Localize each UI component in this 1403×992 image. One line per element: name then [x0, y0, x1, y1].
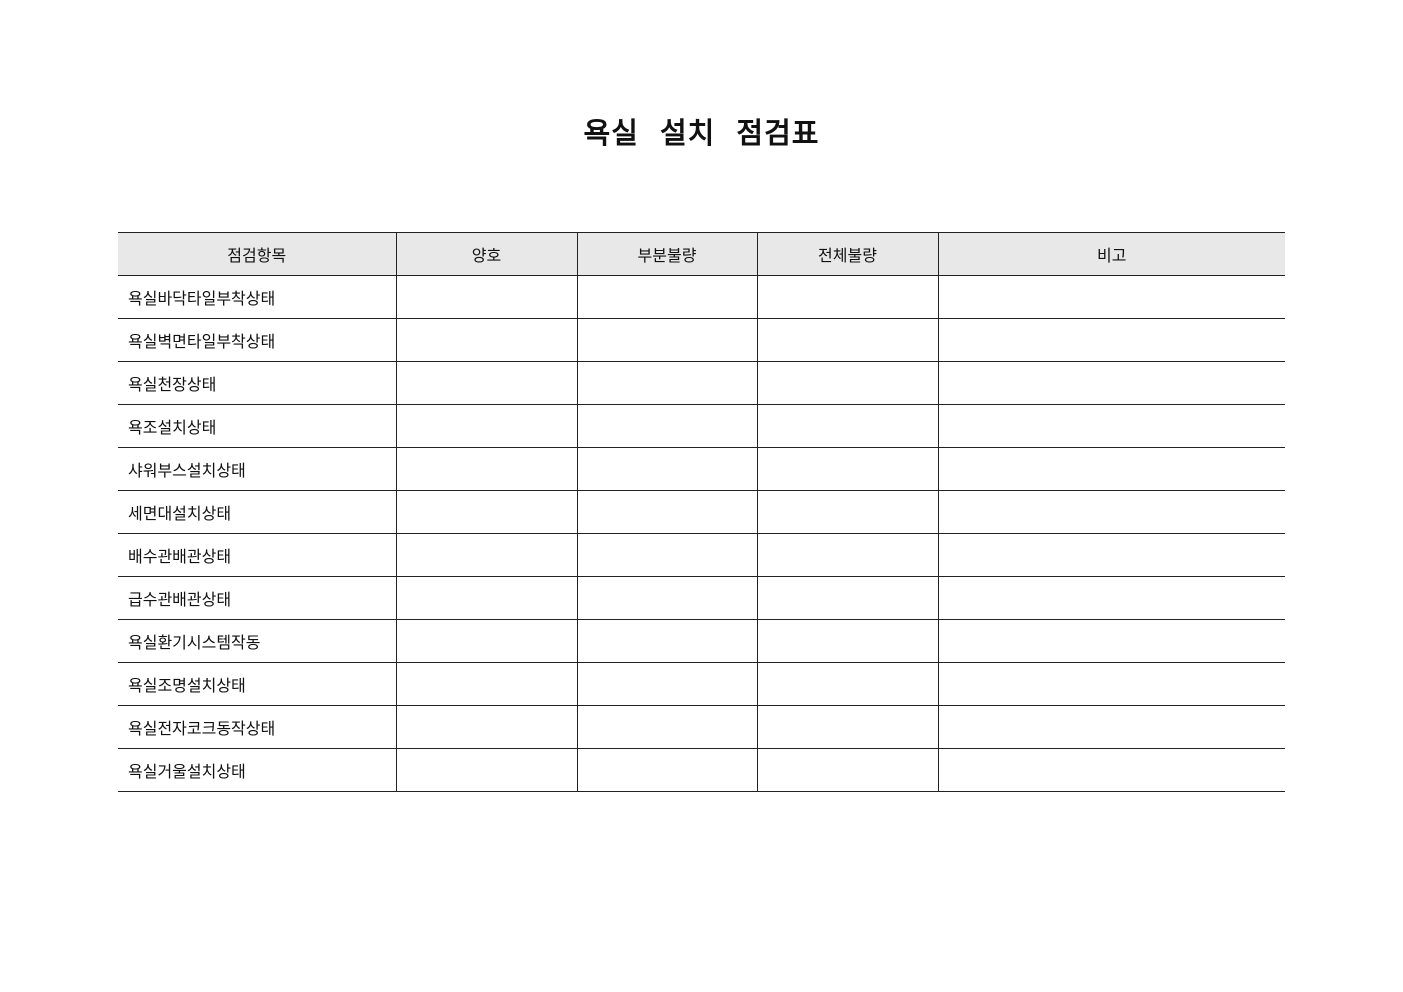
total-defect-cell[interactable]: [756, 275, 938, 319]
total-defect-cell[interactable]: [756, 404, 938, 448]
header-item: 점검항목: [118, 232, 396, 276]
remarks-cell[interactable]: [937, 490, 1285, 534]
inspection-table: 점검항목 양호 부분불량 전체불량 비고 욕실바닥타일부착상태 욕실벽면타일부착상…: [118, 232, 1285, 792]
total-defect-cell[interactable]: [756, 748, 938, 792]
inspection-item: 배수관배관상태: [118, 533, 396, 577]
remarks-cell[interactable]: [937, 447, 1285, 491]
table-row: 욕실거울설치상태: [118, 748, 1285, 792]
total-defect-cell[interactable]: [756, 576, 938, 620]
table-row: 배수관배관상태: [118, 533, 1285, 577]
total-defect-cell[interactable]: [756, 619, 938, 663]
partial-defect-cell[interactable]: [576, 490, 757, 534]
good-cell[interactable]: [395, 447, 577, 491]
table-row: 욕실벽면타일부착상태: [118, 318, 1285, 362]
page-title: 욕실 설치 점검표: [583, 116, 820, 150]
inspection-item: 샤워부스설치상태: [118, 447, 396, 491]
total-defect-cell[interactable]: [756, 361, 938, 405]
good-cell[interactable]: [395, 361, 577, 405]
header-good: 양호: [395, 232, 577, 276]
table-row: 욕실전자코크동작상태: [118, 705, 1285, 749]
good-cell[interactable]: [395, 662, 577, 706]
good-cell[interactable]: [395, 576, 577, 620]
good-cell[interactable]: [395, 748, 577, 792]
header-total-defect: 전체불량: [756, 232, 938, 276]
header-partial-defect: 부분불량: [576, 232, 757, 276]
table-row: 욕실천장상태: [118, 361, 1285, 405]
remarks-cell[interactable]: [937, 619, 1285, 663]
remarks-cell[interactable]: [937, 662, 1285, 706]
inspection-item: 세면대설치상태: [118, 490, 396, 534]
good-cell[interactable]: [395, 490, 577, 534]
total-defect-cell[interactable]: [756, 490, 938, 534]
inspection-item: 욕조설치상태: [118, 404, 396, 448]
partial-defect-cell[interactable]: [576, 662, 757, 706]
inspection-item: 욕실전자코크동작상태: [118, 705, 396, 749]
table-row: 급수관배관상태: [118, 576, 1285, 620]
partial-defect-cell[interactable]: [576, 361, 757, 405]
table-header-row: 점검항목 양호 부분불량 전체불량 비고: [118, 232, 1285, 276]
table-row: 욕실환기시스템작동: [118, 619, 1285, 663]
partial-defect-cell[interactable]: [576, 533, 757, 577]
total-defect-cell[interactable]: [756, 705, 938, 749]
good-cell[interactable]: [395, 275, 577, 319]
table-row: 샤워부스설치상태: [118, 447, 1285, 491]
partial-defect-cell[interactable]: [576, 705, 757, 749]
inspection-item: 욕실조명설치상태: [118, 662, 396, 706]
remarks-cell[interactable]: [937, 576, 1285, 620]
inspection-item: 욕실환기시스템작동: [118, 619, 396, 663]
good-cell[interactable]: [395, 318, 577, 362]
total-defect-cell[interactable]: [756, 318, 938, 362]
remarks-cell[interactable]: [937, 275, 1285, 319]
table-row: 욕조설치상태: [118, 404, 1285, 448]
partial-defect-cell[interactable]: [576, 447, 757, 491]
remarks-cell[interactable]: [937, 705, 1285, 749]
remarks-cell[interactable]: [937, 361, 1285, 405]
total-defect-cell[interactable]: [756, 533, 938, 577]
table-row: 세면대설치상태: [118, 490, 1285, 534]
inspection-item: 욕실바닥타일부착상태: [118, 275, 396, 319]
partial-defect-cell[interactable]: [576, 576, 757, 620]
good-cell[interactable]: [395, 619, 577, 663]
partial-defect-cell[interactable]: [576, 275, 757, 319]
total-defect-cell[interactable]: [756, 662, 938, 706]
remarks-cell[interactable]: [937, 533, 1285, 577]
remarks-cell[interactable]: [937, 748, 1285, 792]
good-cell[interactable]: [395, 404, 577, 448]
inspection-item: 욕실거울설치상태: [118, 748, 396, 792]
partial-defect-cell[interactable]: [576, 318, 757, 362]
inspection-item: 욕실벽면타일부착상태: [118, 318, 396, 362]
partial-defect-cell[interactable]: [576, 748, 757, 792]
table-row: 욕실조명설치상태: [118, 662, 1285, 706]
partial-defect-cell[interactable]: [576, 619, 757, 663]
good-cell[interactable]: [395, 533, 577, 577]
remarks-cell[interactable]: [937, 318, 1285, 362]
good-cell[interactable]: [395, 705, 577, 749]
remarks-cell[interactable]: [937, 404, 1285, 448]
total-defect-cell[interactable]: [756, 447, 938, 491]
inspection-item: 급수관배관상태: [118, 576, 396, 620]
inspection-item: 욕실천장상태: [118, 361, 396, 405]
partial-defect-cell[interactable]: [576, 404, 757, 448]
header-remarks: 비고: [937, 232, 1285, 276]
table-row: 욕실바닥타일부착상태: [118, 275, 1285, 319]
